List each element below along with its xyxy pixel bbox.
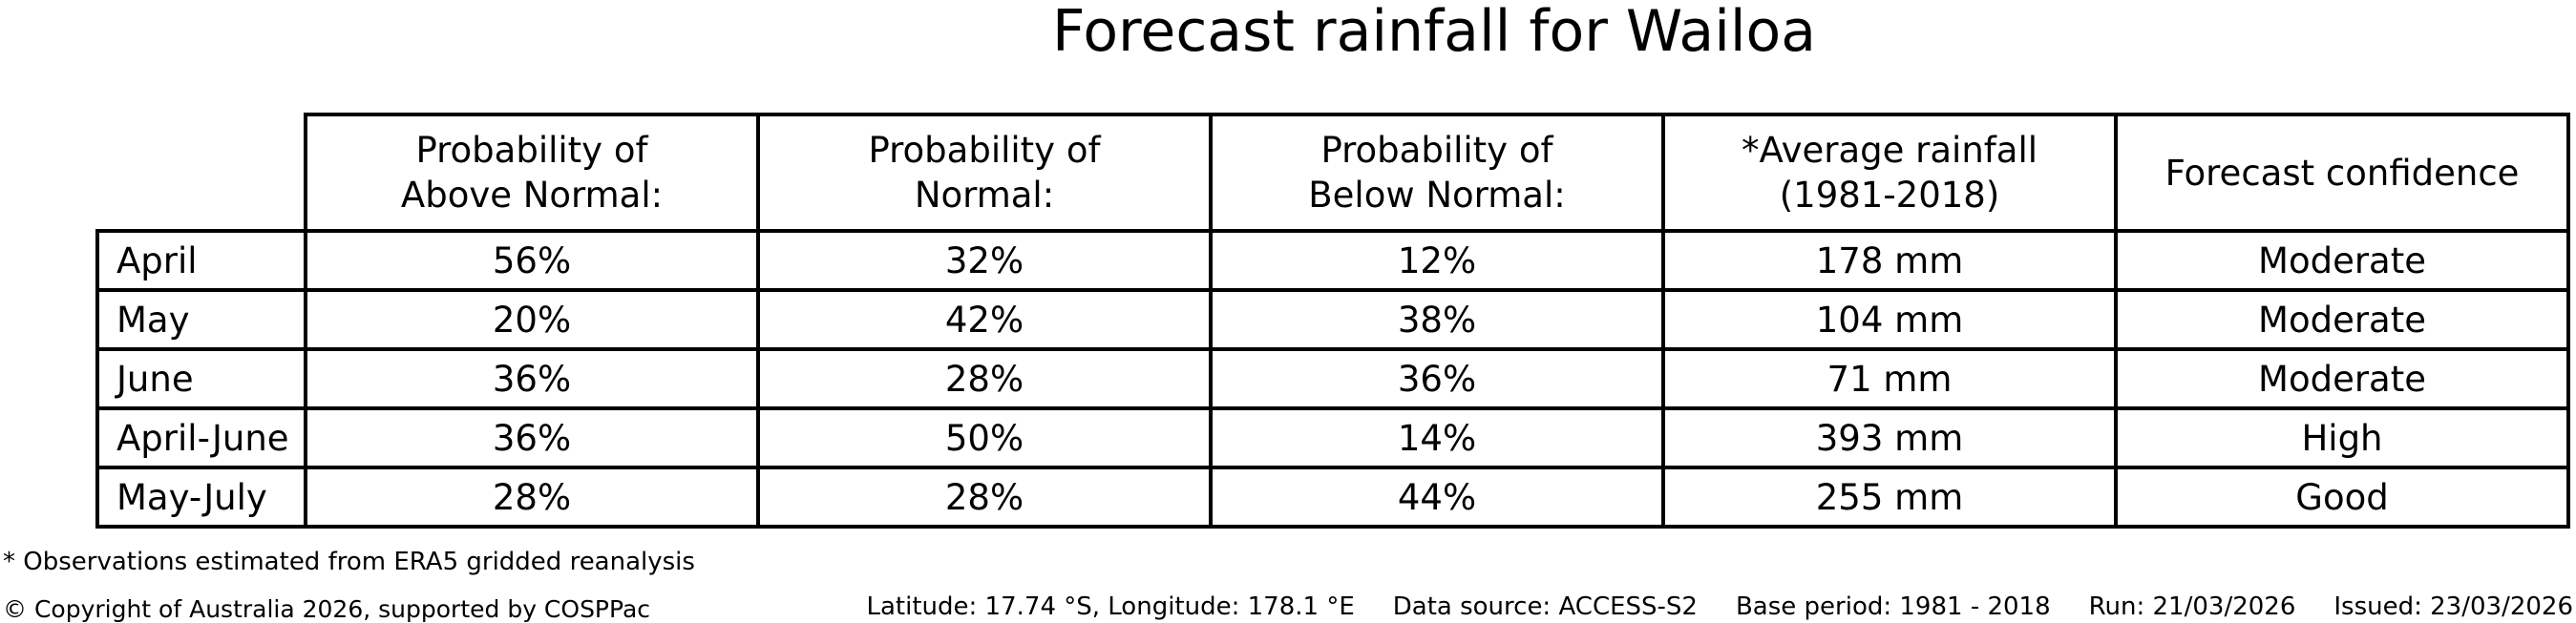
cell-confidence: Moderate — [2114, 288, 2570, 351]
table-row-may-july: May-July 28% 28% 44% 255 mm Good — [95, 466, 2570, 529]
row-label: May-July — [95, 466, 307, 529]
cell-confidence: Moderate — [2114, 347, 2570, 410]
col-header-normal: Probability of Normal: — [756, 113, 1213, 233]
col-header-above-normal: Probability of Above Normal: — [304, 113, 760, 233]
cell-average-rainfall: 255 mm — [1661, 466, 2118, 529]
row-label: April-June — [95, 406, 307, 469]
col-header-forecast-confidence: Forecast confidence — [2114, 113, 2570, 233]
cell-above-normal: 56% — [304, 229, 760, 292]
cell-confidence: Moderate — [2114, 229, 2570, 292]
cell-below-normal: 44% — [1209, 466, 1665, 529]
corner-cell — [97, 114, 306, 231]
footnote: * Observations estimated from ERA5 gridd… — [3, 548, 695, 576]
cell-normal: 28% — [756, 347, 1213, 410]
cell-normal: 28% — [756, 466, 1213, 529]
forecast-table: Probability of Above Normal: Probability… — [95, 113, 2570, 529]
cell-confidence: High — [2114, 406, 2570, 469]
copyright-notice: © Copyright of Australia 2026, supported… — [3, 595, 651, 623]
row-label: June — [95, 347, 307, 410]
header-row: Probability of Above Normal: Probability… — [97, 113, 2570, 233]
cell-average-rainfall: 104 mm — [1661, 288, 2118, 351]
cell-above-normal: 28% — [304, 466, 760, 529]
footer-meta: Latitude: 17.74 °S, Longitude: 178.1 °E … — [867, 592, 2573, 621]
cell-above-normal: 36% — [304, 406, 760, 469]
table-row-april: April 56% 32% 12% 178 mm Moderate — [95, 229, 2570, 292]
meta-location: Latitude: 17.74 °S, Longitude: 178.1 °E — [866, 592, 1355, 621]
cell-below-normal: 12% — [1209, 229, 1665, 292]
meta-data-source: Data source: ACCESS-S2 — [1392, 592, 1698, 621]
cell-normal: 42% — [756, 288, 1213, 351]
cell-below-normal: 38% — [1209, 288, 1665, 351]
table-row-may: May 20% 42% 38% 104 mm Moderate — [95, 288, 2570, 351]
meta-run-date: Run: 21/03/2026 — [2088, 592, 2296, 621]
page-title: Forecast rainfall for Wailoa — [1051, 0, 1817, 65]
row-label: April — [95, 229, 307, 292]
table-row-april-june: April-June 36% 50% 14% 393 mm High — [95, 406, 2570, 469]
col-header-average-rainfall: *Average rainfall (1981-2018) — [1661, 113, 2118, 233]
cell-normal: 32% — [756, 229, 1213, 292]
table-row-june: June 36% 28% 36% 71 mm Moderate — [95, 347, 2570, 410]
cell-average-rainfall: 393 mm — [1661, 406, 2118, 469]
cell-above-normal: 36% — [304, 347, 760, 410]
row-label: May — [95, 288, 307, 351]
cell-average-rainfall: 71 mm — [1661, 347, 2118, 410]
cell-confidence: Good — [2114, 466, 2570, 529]
cell-average-rainfall: 178 mm — [1661, 229, 2118, 292]
meta-issued-date: Issued: 23/03/2026 — [2333, 592, 2573, 621]
meta-base-period: Base period: 1981 - 2018 — [1735, 592, 2051, 621]
cell-normal: 50% — [756, 406, 1213, 469]
col-header-below-normal: Probability of Below Normal: — [1209, 113, 1665, 233]
cell-below-normal: 36% — [1209, 347, 1665, 410]
cell-above-normal: 20% — [304, 288, 760, 351]
cell-below-normal: 14% — [1209, 406, 1665, 469]
